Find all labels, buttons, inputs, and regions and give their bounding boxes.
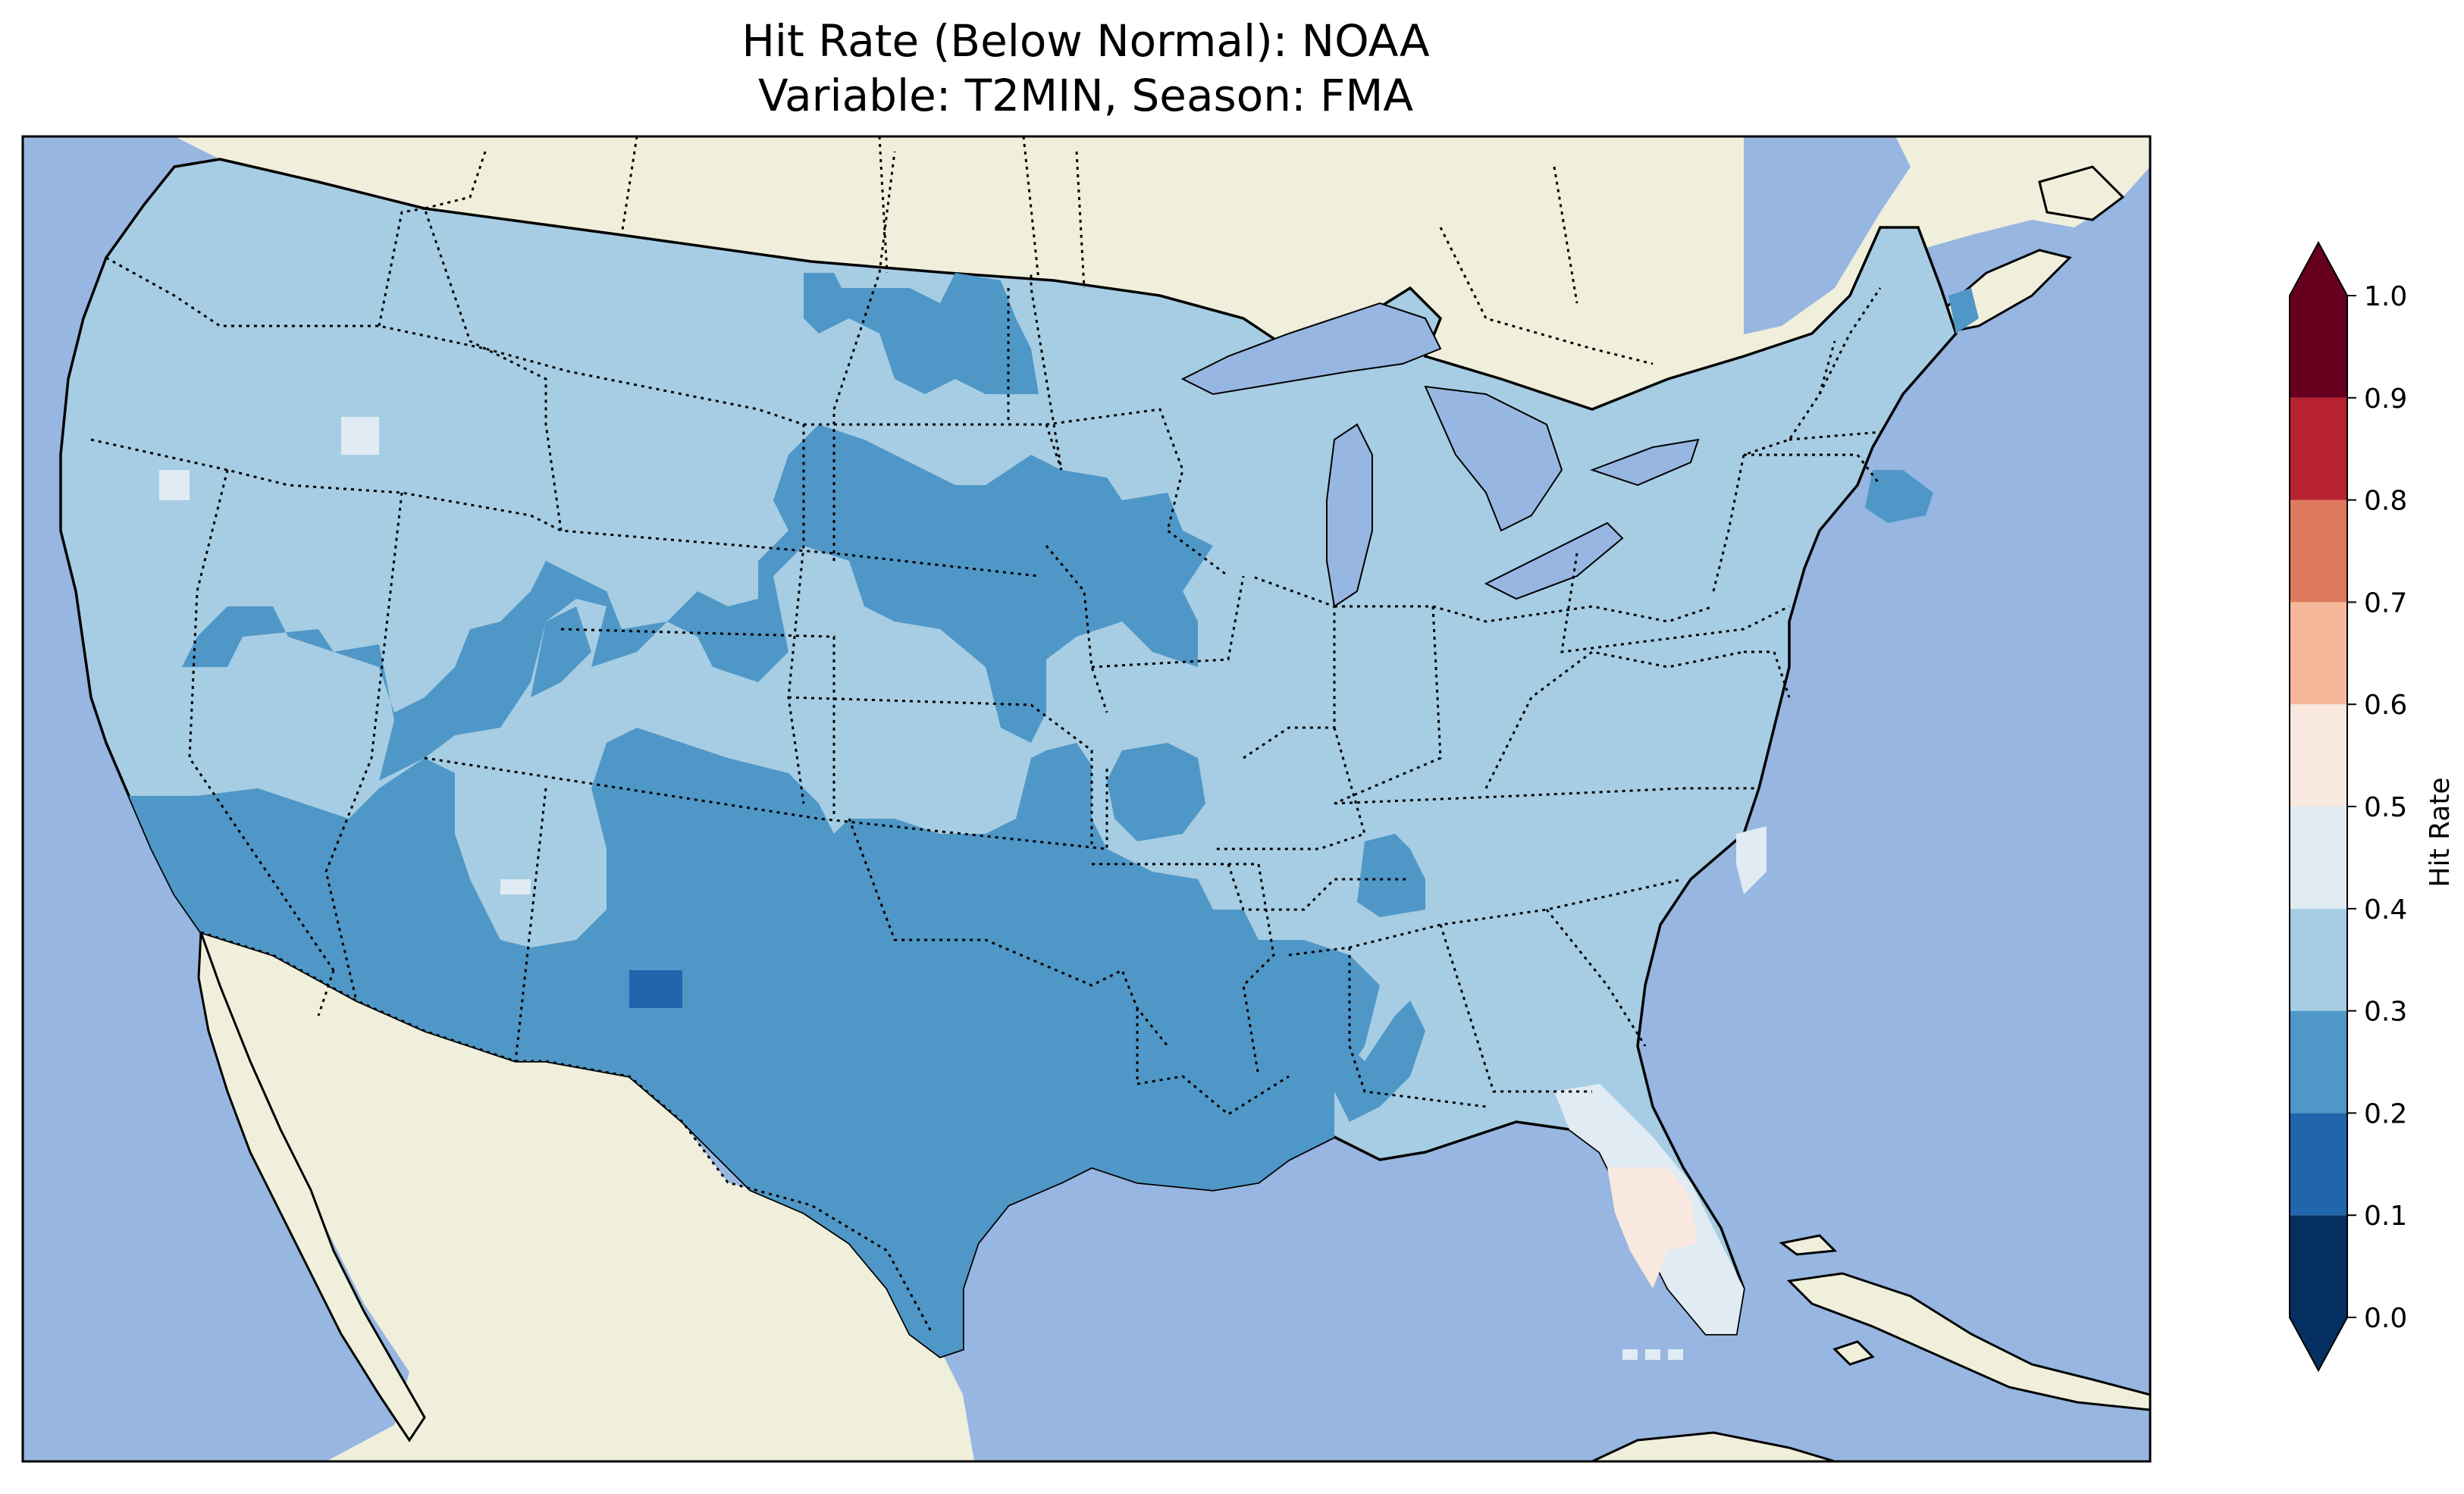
- colorbar-extend-under: [2290, 1317, 2347, 1370]
- colorbar-tick-label: 0.9: [2364, 384, 2407, 415]
- colorbar-tick-label: 0.3: [2364, 997, 2407, 1028]
- bin-0.1-0.2-patch: [629, 970, 682, 1008]
- land-pei-newfoundland: [2038, 165, 2125, 221]
- land-canada: [174, 136, 2150, 576]
- colorbar: 0.0 0.1 0.2 0.3 0.4 0.5 0.6 0.7 0.8 0.9 1.0: [2289, 240, 2407, 1373]
- lakes: [1180, 302, 1700, 608]
- land-central-america: [1591, 1431, 1835, 1461]
- land-cuba: [1786, 1272, 2150, 1411]
- colorbar-tick-label: 0.6: [2364, 690, 2407, 721]
- map-panel: [23, 136, 2150, 1461]
- colorbar-label: Hit Rate: [2425, 777, 2456, 887]
- bin-0.5-0.6-region: [1607, 1167, 1698, 1289]
- colorbar-tick-label: 0.8: [2364, 486, 2407, 517]
- colorbar-tick-label: 0.2: [2364, 1098, 2407, 1129]
- land-island-1: [1832, 1340, 1875, 1366]
- title-line-2: Variable: T2MIN, Season: FMA: [758, 70, 1413, 121]
- colorbar-tick-label: 1.0: [2364, 281, 2407, 312]
- colorbar-tick-label: 0.5: [2364, 792, 2407, 823]
- colorbar-tick-label: 0.0: [2364, 1303, 2407, 1334]
- bin-0.2-0.3-regions: [129, 273, 1979, 1357]
- state-borders: [90, 136, 1882, 1116]
- title-line-1: Hit Rate (Below Normal): NOAA: [741, 15, 1430, 67]
- colorbar-bin-7: [2290, 500, 2347, 603]
- colorbar-extend-over: [2290, 243, 2347, 296]
- colorbar-bin-8: [2290, 397, 2347, 500]
- colorbar-tick-label: 0.7: [2364, 587, 2407, 619]
- colorbar-bin-6: [2290, 602, 2347, 705]
- colorbar-bin-0: [2290, 1215, 2347, 1317]
- land-baja: [197, 932, 426, 1442]
- colorbar-bin-9: [2290, 296, 2347, 398]
- colorbar-tick-label: 0.1: [2364, 1201, 2407, 1232]
- land-island-2: [1779, 1234, 1838, 1256]
- colorbar-bin-1: [2290, 1113, 2347, 1216]
- map-frame: [21, 135, 2152, 1463]
- colorbar-tick-label: 0.4: [2364, 894, 2407, 926]
- land-mexico: [201, 932, 974, 1461]
- colorbar-bin-4: [2290, 807, 2347, 909]
- colorbar-bin-3: [2290, 908, 2347, 1011]
- colorbar-bin-2: [2290, 1010, 2347, 1113]
- colorbar-bin-5: [2290, 704, 2347, 807]
